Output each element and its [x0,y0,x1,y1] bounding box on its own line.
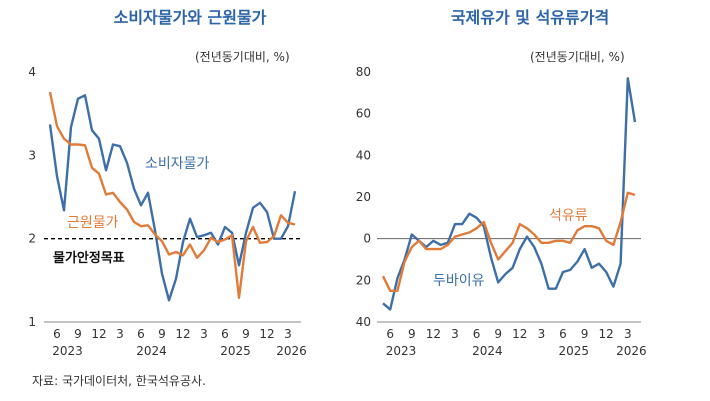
right-x-tick: 6 [473,327,481,341]
right-y-tick: 20 [356,190,371,204]
oil-chart: -40-200204060806912369123691232023202420… [355,65,647,358]
right-x-tick: 3 [451,327,459,341]
right-y-tick: 0 [363,232,371,246]
left-year-label: 2024 [136,344,167,358]
right-y-tick: -40 [355,315,371,329]
right-year-label: 2023 [386,344,417,358]
right-x-tick: 9 [408,327,416,341]
left-year-label: 2023 [52,344,83,358]
left-x-tick: 3 [200,327,208,341]
left-year-label: 2025 [220,344,251,358]
right-x-tick: 3 [624,327,632,341]
petroleum-series-label: 석유류 [549,208,588,224]
left-x-tick: 6 [137,327,145,341]
cpi-series-label: 소비자물가 [145,156,210,172]
left-year-label: 2026 [276,344,307,358]
right-y-tick: 60 [356,107,371,121]
right-y-tick: 40 [356,148,371,162]
left-y-tick: 3 [28,148,36,162]
source-note: 자료: 국가데이터처, 한국석유공사. [32,374,206,388]
left-x-tick: 12 [175,327,190,341]
right-y-tick: -20 [355,273,371,287]
target-label: 물가안정목표 [53,250,125,266]
right-x-tick: 9 [494,327,502,341]
core-series-label: 근원물가 [67,215,119,231]
right-x-tick: 12 [426,327,441,341]
right-x-tick: 12 [599,327,614,341]
right-year-label: 2025 [559,344,590,358]
left-y-tick: 1 [28,315,36,329]
left-series-line-0 [48,94,297,302]
right-chart-title: 국제유가 및 석유류가격 [450,8,610,27]
left-x-tick: 12 [259,327,274,341]
left-x-tick: 12 [91,327,106,341]
left-y-tick: 4 [28,65,36,79]
left-x-tick: 6 [53,327,61,341]
left-chart-title: 소비자물가와 근원물가 [113,8,267,27]
left-x-tick: 6 [221,327,229,341]
left-x-tick: 9 [74,327,82,341]
right-year-label: 2024 [472,344,503,358]
right-year-label: 2026 [616,344,647,358]
right-y-tick: 80 [356,65,371,79]
right-x-tick: 9 [581,327,589,341]
left-x-tick: 3 [284,327,292,341]
left-unit-label: (전년동기대비, %) [195,50,290,64]
right-series-line-1 [381,191,636,292]
left-x-tick: 9 [158,327,166,341]
left-series-line-1 [48,91,296,299]
left-x-tick: 9 [242,327,250,341]
left-x-tick: 3 [116,327,124,341]
right-series-line-0 [382,77,637,311]
right-x-tick: 3 [538,327,546,341]
dubai-series-label: 두바이유 [433,273,485,289]
left-y-tick: 2 [28,232,36,246]
right-x-tick: 6 [386,327,394,341]
right-x-tick: 6 [559,327,567,341]
right-unit-label: (전년동기대비, %) [530,50,625,64]
right-x-tick: 12 [512,327,527,341]
